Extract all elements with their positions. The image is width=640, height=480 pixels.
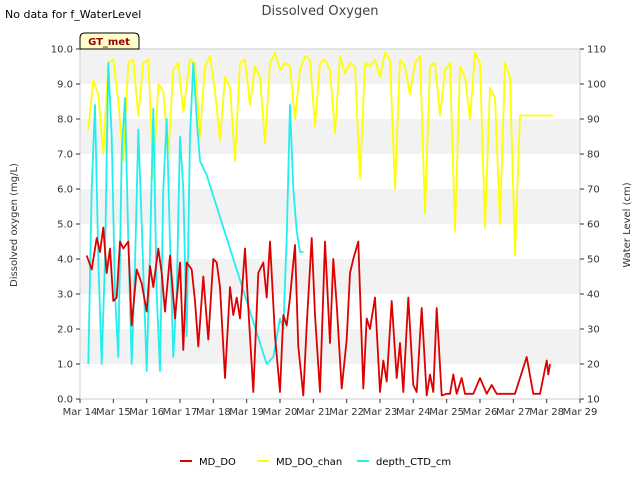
x-tick-label: Mar 25 xyxy=(429,407,464,418)
x-tick-label: Mar 21 xyxy=(296,407,331,418)
y-tick-label: 3.0 xyxy=(57,290,73,301)
legend: MD_DO MD_DO_chan depth_CTD_cm xyxy=(180,457,451,468)
y-tick-label: 7.0 xyxy=(57,150,73,161)
y-tick-label: 4.0 xyxy=(57,255,73,266)
series-lines xyxy=(85,51,554,397)
no-data-note: No data for f_WaterLevel xyxy=(5,8,141,21)
y2-tick-label: 110 xyxy=(587,45,606,56)
y2-tick-label: 50 xyxy=(587,255,600,266)
y2-tick-label: 10 xyxy=(587,395,600,406)
y-tick-label: 10.0 xyxy=(51,45,73,56)
x-tick-label: Mar 17 xyxy=(163,407,198,418)
y-tick-label: 9.0 xyxy=(57,80,73,91)
x-tick-label: Mar 14 xyxy=(63,407,98,418)
y2-tick-label: 90 xyxy=(587,115,600,126)
y2-axis-label: Water Level (cm) xyxy=(622,182,633,267)
legend-label: MD_DO_chan xyxy=(276,457,342,468)
y2-tick-label: 70 xyxy=(587,185,600,196)
y-tick-label: 0.0 xyxy=(57,395,73,406)
x-tick-label: Mar 29 xyxy=(563,407,598,418)
x-tick-label: Mar 16 xyxy=(129,407,164,418)
y-axis-left: 0.0 1.0 2.0 3.0 4.0 5.0 6.0 7.0 8.0 9.0 10.0 xyxy=(51,45,80,406)
y2-tick-label: 40 xyxy=(587,290,600,301)
y-axis-right: 10 20 30 40 50 60 70 80 90 100 110 xyxy=(580,45,606,406)
x-tick-label: Mar 20 xyxy=(263,407,298,418)
series-line-md-do xyxy=(85,226,551,397)
site-badge: GT_met xyxy=(79,32,140,50)
x-tick-label: Mar 26 xyxy=(463,407,498,418)
y-tick-label: 6.0 xyxy=(57,185,73,196)
x-tick-label: Mar 18 xyxy=(196,407,231,418)
y-axis-label: Dissolved oxygen (mg/L) xyxy=(9,163,20,287)
badge-label: GT_met xyxy=(88,37,130,48)
x-tick-label: Mar 24 xyxy=(396,407,431,418)
x-tick-label: Mar 23 xyxy=(363,407,398,418)
y2-tick-label: 60 xyxy=(587,220,600,231)
chart-title: Dissolved Oxygen xyxy=(262,4,379,19)
x-tick-label: Mar 19 xyxy=(229,407,264,418)
y-tick-label: 5.0 xyxy=(57,220,73,231)
y2-tick-label: 20 xyxy=(587,360,600,371)
legend-label: MD_DO xyxy=(199,457,236,468)
x-tick-label: Mar 22 xyxy=(329,407,364,418)
legend-label: depth_CTD_cm xyxy=(376,457,451,468)
y2-tick-label: 30 xyxy=(587,325,600,336)
x-tick-label: Mar 15 xyxy=(96,407,131,418)
y-tick-label: 8.0 xyxy=(57,115,73,126)
y-tick-label: 1.0 xyxy=(57,360,73,371)
y-tick-label: 2.0 xyxy=(57,325,73,336)
x-tick-label: Mar 28 xyxy=(529,407,564,418)
series-line-depth-ctd-cm xyxy=(87,62,304,372)
x-tick-label: Mar 27 xyxy=(496,407,531,418)
y2-tick-label: 80 xyxy=(587,150,600,161)
y2-tick-label: 100 xyxy=(587,80,606,91)
